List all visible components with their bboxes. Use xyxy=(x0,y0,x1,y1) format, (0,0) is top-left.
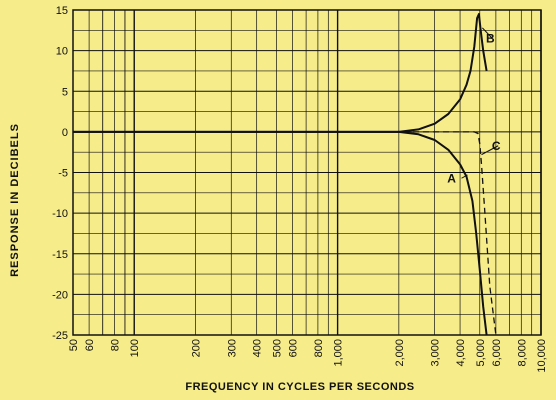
y-tick-label: 10 xyxy=(56,46,68,58)
x-tick-label: 600 xyxy=(287,339,299,357)
x-tick-label: 10,000 xyxy=(536,339,548,373)
x-tick-label: 500 xyxy=(271,339,283,357)
x-tick-label: 80 xyxy=(110,339,122,351)
plot-frame xyxy=(72,9,542,336)
x-tick-label: 50 xyxy=(68,339,80,351)
annotation-label-b: B xyxy=(486,32,495,46)
x-tick-label: 8,000 xyxy=(516,339,528,367)
x-tick-label: 200 xyxy=(190,339,202,357)
y-axis-label: RESPONSE IN DECIBELS xyxy=(9,123,21,277)
x-tick-label: 100 xyxy=(129,339,141,357)
y-tick-label: -25 xyxy=(52,330,68,342)
x-tick-label: 5,000 xyxy=(475,339,487,367)
x-tick-label: 400 xyxy=(252,339,264,357)
x-tick-label: 3,000 xyxy=(430,339,442,367)
annotation-label-a: A xyxy=(447,171,456,185)
x-axis-label: FREQUENCY IN CYCLES PER SECONDS xyxy=(185,381,414,393)
y-tick-label: 0 xyxy=(62,127,68,139)
annotation-leader-b xyxy=(482,27,493,39)
y-tick-label: -15 xyxy=(52,249,68,261)
y-tick-label: -10 xyxy=(52,208,68,220)
x-tick-label: 800 xyxy=(313,339,325,357)
annotations: A B C xyxy=(447,27,501,185)
x-tick-label: 4,000 xyxy=(455,339,467,367)
annotation-label-c: C xyxy=(492,139,501,153)
x-tick-label: 2,000 xyxy=(394,339,406,367)
y-tick-label: -20 xyxy=(52,289,68,301)
annotation-leader-c xyxy=(481,145,499,156)
y-tick-label: 15 xyxy=(56,5,68,17)
series-line-c xyxy=(73,131,497,336)
series xyxy=(73,13,497,336)
x-tick-label: 60 xyxy=(84,339,96,351)
x-tick-label: 1,000 xyxy=(333,339,345,367)
x-tick-label: 6,000 xyxy=(491,339,503,367)
x-tick-label: 300 xyxy=(226,339,238,357)
y-tick-label: -5 xyxy=(58,168,68,180)
y-tick-label: 5 xyxy=(62,86,68,98)
annotation-leader-a xyxy=(461,174,468,179)
series-line-b xyxy=(73,13,488,133)
